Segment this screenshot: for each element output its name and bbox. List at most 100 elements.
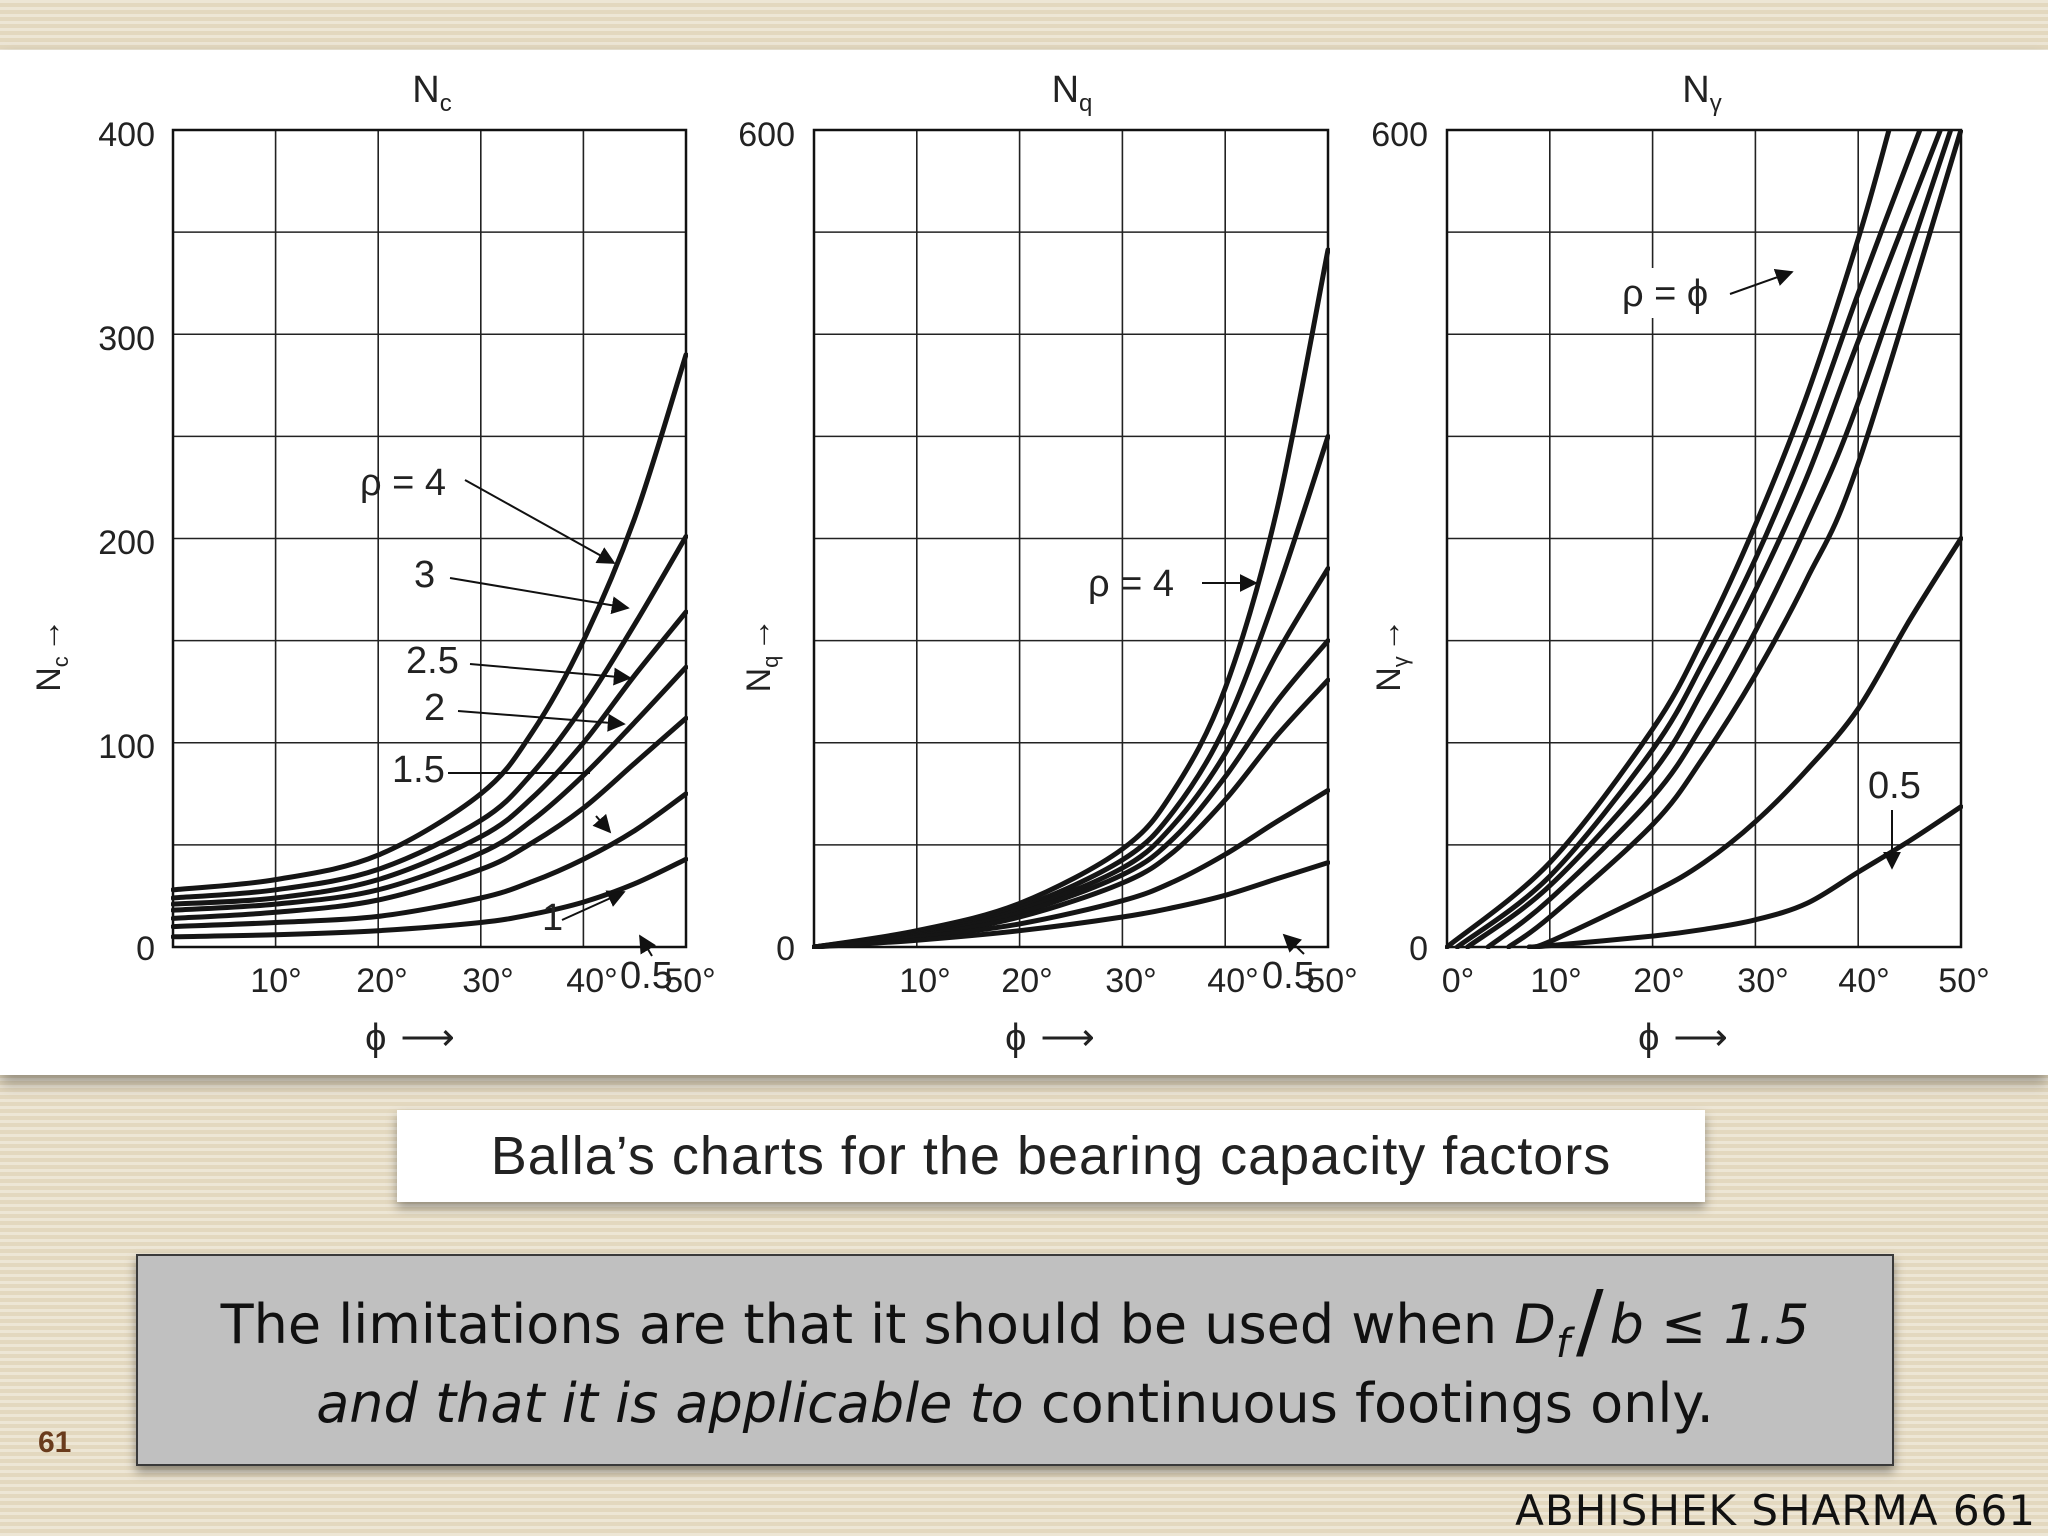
note-df-symbol: D (1514, 1293, 1556, 1356)
nc-arrow-3 (449, 577, 630, 615)
balla-charts: Nc 400 300 200 100 0 10° 20° 30° 40° 50°… (30, 69, 1990, 1059)
slide-number: 61 (38, 1426, 72, 1459)
nq-plot-frame (812, 128, 1330, 949)
note-df-subscript: f (1555, 1321, 1570, 1367)
nq-series (812, 247, 1330, 949)
nc-series-line-6 (171, 791, 688, 930)
note-italic-text: and that it is applicable to (316, 1372, 1024, 1435)
nq-xtick-40: 40° (1207, 962, 1258, 1000)
nc-series-line-4 (171, 664, 688, 913)
ngamma-series-line-4 (1485, 130, 1954, 949)
nc-series-line-7 (171, 856, 688, 940)
nc-ytick-0: 0 (136, 930, 155, 968)
nc-grid (173, 130, 686, 947)
nq-xtick-50: 50° (1306, 962, 1357, 1000)
svg-text:Nq→: Nq→ (740, 618, 783, 693)
limitations-note: The limitations are that it should be us… (136, 1254, 1894, 1466)
ngamma-annot-rho-phi: ρ = ϕ (1622, 273, 1708, 315)
nq-xlabel: ϕ ⟶ (1005, 1017, 1095, 1059)
nc-xtick-20: 20° (356, 962, 407, 1000)
nc-annot-1: 1 (542, 897, 563, 939)
ngamma-xtick-10: 10° (1530, 962, 1581, 1000)
note-slash: / (1575, 1274, 1604, 1369)
ngamma-grid (1447, 130, 1961, 947)
nq-xtick-20: 20° (1001, 962, 1052, 1000)
nc-series-line-5 (171, 715, 688, 921)
nc-xtick-30: 30° (462, 962, 513, 1000)
ngamma-title: Nγ (1682, 69, 1721, 117)
nc-series-line-1 (171, 352, 688, 893)
ngamma-xtick-0: 0° (1442, 962, 1475, 1000)
nq-grid (814, 130, 1328, 947)
nc-annot-3: 3 (414, 554, 435, 596)
nc-ylabel: Nc→ (30, 618, 73, 692)
ngamma-series-line-2 (1454, 130, 1923, 949)
ngamma-ytick-600: 600 (1371, 116, 1428, 154)
nq-series-line-1 (812, 247, 1330, 949)
nc-arrow-1-5 (592, 813, 612, 834)
nc-arrow-rho4 (464, 479, 616, 564)
nq-series-line-3 (812, 566, 1330, 949)
nc-annot-rho4: ρ = 4 (360, 462, 446, 504)
ngamma-chart: Nγ 600 0 0° 10° 20° 30° 40° 50° Nγ→ ϕ ⟶ ρ… (1370, 69, 1990, 1059)
author-footer: ABHISHEK SHARMA 661 (1515, 1486, 2036, 1535)
note-text-1: The limitations are that it should be us… (220, 1293, 1515, 1356)
svg-text:Nc→: Nc→ (30, 618, 73, 692)
ngamma-series (1445, 130, 1963, 949)
nq-xtick-30: 30° (1105, 962, 1156, 1000)
ngamma-series-line-1 (1445, 130, 1892, 949)
chart-caption: Balla’s charts for the bearing capacity … (397, 1110, 1705, 1202)
ngamma-xtick-50: 50° (1938, 962, 1989, 1000)
nq-series-line-2 (812, 433, 1330, 949)
ngamma-xlabel: ϕ ⟶ (1638, 1017, 1728, 1059)
ngamma-annot-bg (1618, 268, 1724, 318)
nc-xtick-40: 40° (566, 962, 617, 1000)
nq-series-line-6 (812, 787, 1330, 949)
nc-annot-1-5: 1.5 (392, 749, 445, 791)
note-text-2: continuous footings only. (1023, 1372, 1714, 1435)
ngamma-series-line-3 (1465, 130, 1943, 949)
nq-annot-rho4: ρ = 4 (1088, 563, 1174, 605)
nq-series-line-5 (812, 677, 1330, 949)
nc-chart: Nc 400 300 200 100 0 10° 20° 30° 40° 50°… (30, 69, 716, 1059)
ngamma-xtick-20: 20° (1633, 962, 1684, 1000)
ngamma-xtick-40: 40° (1838, 962, 1889, 1000)
nq-chart: Nq 600 0 10° 20° 30° 40° 50° Nq→ ϕ ⟶ ρ = … (738, 69, 1357, 1059)
nc-xtick-50: 50° (664, 962, 715, 1000)
nc-ytick-300: 300 (98, 320, 155, 358)
nc-arrow-1 (561, 890, 626, 921)
note-line-2: and that it is applicable to continuous … (138, 1372, 1892, 1436)
nc-annot-2-5: 2.5 (406, 640, 459, 682)
nq-ylabel: Nq→ (740, 618, 783, 693)
nc-series-line-2 (171, 534, 688, 901)
nc-xlabel: ϕ ⟶ (365, 1017, 455, 1059)
nq-title: Nq (1052, 69, 1093, 117)
nc-title: Nc (412, 69, 451, 117)
ngamma-arrow-rho-phi (1729, 268, 1794, 295)
nc-ytick-200: 200 (98, 524, 155, 562)
nc-ytick-100: 100 (98, 728, 155, 766)
nq-series-line-7 (812, 860, 1330, 949)
ngamma-ylabel: Nγ→ (1370, 618, 1413, 692)
nc-ytick-400: 400 (98, 116, 155, 154)
nq-annot-0-5: 0.5 (1262, 955, 1315, 997)
note-line-1: The limitations are that it should be us… (138, 1281, 1892, 1376)
nc-annot-2: 2 (424, 687, 445, 729)
ngamma-series-line-6 (1526, 536, 1963, 949)
ngamma-annot-0-5: 0.5 (1868, 765, 1921, 807)
nc-arrow-2 (457, 710, 626, 732)
chart-panel: Nc 400 300 200 100 0 10° 20° 30° 40° 50°… (0, 50, 2048, 1075)
note-condition: b ≤ 1.5 (1609, 1293, 1810, 1356)
svg-text:Nγ→: Nγ→ (1370, 618, 1413, 692)
nq-arrow-0-5 (1282, 933, 1305, 955)
nc-arrow-2-5 (469, 663, 632, 686)
nc-series (171, 352, 688, 940)
nq-ytick-600: 600 (738, 116, 795, 154)
nq-ytick-0: 0 (776, 930, 795, 968)
ngamma-series-line-5 (1506, 130, 1963, 949)
ngamma-ytick-0: 0 (1409, 930, 1428, 968)
nc-annot-0-5: 0.5 (620, 955, 673, 997)
nc-arrow-0-5 (639, 934, 657, 957)
nc-xtick-10: 10° (250, 962, 301, 1000)
nq-xtick-10: 10° (899, 962, 950, 1000)
